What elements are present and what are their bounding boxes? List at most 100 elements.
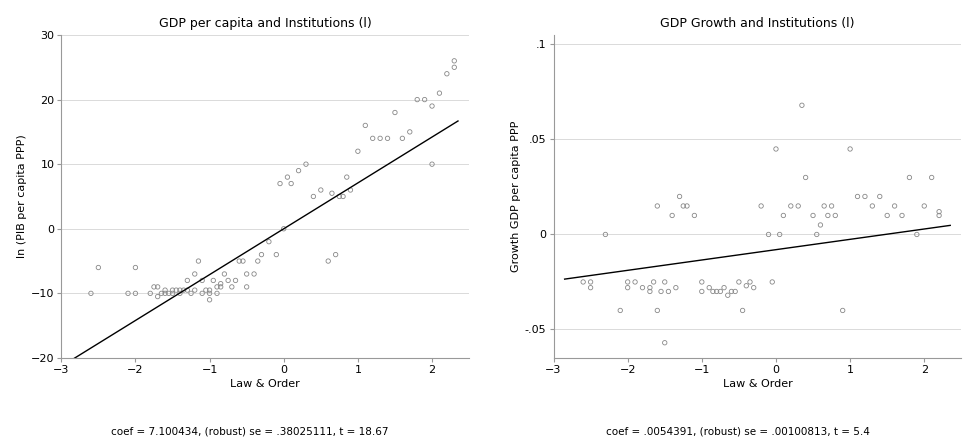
Point bbox=[209, 290, 225, 297]
Point bbox=[657, 278, 672, 285]
Point bbox=[812, 221, 828, 228]
Text: coef = 7.100434, (robust) se = .38025111, t = 18.67: coef = 7.100434, (robust) se = .38025111… bbox=[110, 426, 388, 437]
Point bbox=[320, 258, 336, 265]
Point bbox=[808, 231, 824, 238]
Point bbox=[667, 284, 683, 291]
Point bbox=[908, 231, 923, 238]
Point bbox=[878, 212, 894, 219]
Point bbox=[172, 287, 188, 294]
Point bbox=[708, 288, 724, 295]
Point bbox=[789, 202, 805, 209]
Point bbox=[143, 290, 158, 297]
Y-axis label: ln (PIB per capita PPP): ln (PIB per capita PPP) bbox=[17, 135, 26, 258]
Point bbox=[645, 278, 660, 285]
Point bbox=[269, 251, 284, 258]
Point bbox=[797, 174, 813, 181]
Y-axis label: Growth GDP per capita PPP: Growth GDP per capita PPP bbox=[510, 121, 520, 272]
Point bbox=[675, 202, 691, 209]
Point bbox=[409, 96, 425, 103]
Point bbox=[364, 135, 380, 142]
Point bbox=[657, 339, 672, 346]
Point bbox=[649, 202, 664, 209]
Point bbox=[216, 270, 232, 277]
Point bbox=[424, 102, 440, 109]
Point bbox=[172, 290, 188, 297]
Point bbox=[234, 258, 250, 265]
Point bbox=[153, 290, 169, 297]
Point bbox=[930, 208, 946, 215]
Point bbox=[298, 161, 314, 168]
X-axis label: Law & Order: Law & Order bbox=[722, 379, 791, 389]
Point bbox=[642, 288, 658, 295]
Point bbox=[209, 284, 225, 291]
Point bbox=[626, 278, 642, 285]
Point bbox=[161, 290, 177, 297]
Point bbox=[313, 187, 328, 194]
Point bbox=[446, 57, 461, 64]
Point bbox=[149, 284, 165, 291]
Point bbox=[738, 282, 753, 289]
Point bbox=[213, 284, 229, 291]
Point bbox=[246, 270, 262, 277]
Point bbox=[923, 174, 939, 181]
Point bbox=[83, 290, 99, 297]
Point bbox=[659, 288, 675, 295]
Point bbox=[335, 193, 351, 200]
Point bbox=[194, 277, 210, 284]
Point bbox=[201, 296, 217, 303]
Point bbox=[760, 231, 776, 238]
Point bbox=[775, 212, 790, 219]
Text: coef = .0054391, (robust) se = .00100813, t = 5.4: coef = .0054391, (robust) se = .00100813… bbox=[606, 426, 870, 437]
Point bbox=[446, 64, 461, 71]
Point bbox=[849, 193, 865, 200]
Point bbox=[424, 161, 440, 168]
Point bbox=[715, 284, 731, 291]
Point bbox=[704, 288, 720, 295]
Point bbox=[342, 187, 358, 194]
Point bbox=[742, 278, 757, 285]
Point bbox=[823, 202, 838, 209]
Point bbox=[201, 287, 217, 294]
Point bbox=[146, 284, 161, 291]
Point bbox=[727, 288, 743, 295]
Point bbox=[168, 287, 184, 294]
Point bbox=[686, 212, 701, 219]
Point bbox=[339, 174, 355, 181]
Point bbox=[574, 278, 590, 285]
Point bbox=[642, 284, 658, 291]
Point bbox=[856, 193, 871, 200]
Point bbox=[187, 270, 202, 277]
Point bbox=[394, 135, 409, 142]
Point bbox=[305, 193, 320, 200]
Point bbox=[276, 225, 291, 232]
Point bbox=[238, 284, 254, 291]
Point bbox=[250, 258, 266, 265]
Point bbox=[834, 307, 850, 314]
Point bbox=[819, 212, 834, 219]
Point bbox=[915, 202, 931, 209]
Point bbox=[764, 278, 780, 285]
Point bbox=[149, 293, 165, 300]
Point bbox=[416, 96, 432, 103]
Point bbox=[261, 238, 276, 245]
Point bbox=[653, 288, 668, 295]
Title: GDP per capita and Institutions (l): GDP per capita and Institutions (l) bbox=[158, 17, 371, 30]
Point bbox=[387, 109, 403, 116]
Point bbox=[228, 277, 243, 284]
Point bbox=[220, 277, 235, 284]
Point bbox=[893, 212, 909, 219]
Point bbox=[612, 307, 627, 314]
Point bbox=[841, 146, 857, 153]
Point bbox=[120, 290, 136, 297]
Point bbox=[827, 212, 842, 219]
Point bbox=[402, 128, 417, 135]
Point bbox=[694, 288, 709, 295]
Point bbox=[701, 284, 716, 291]
Point bbox=[804, 212, 820, 219]
Point bbox=[752, 202, 768, 209]
Point bbox=[157, 290, 173, 297]
Point bbox=[671, 193, 687, 200]
Point bbox=[597, 231, 613, 238]
Point bbox=[649, 307, 664, 314]
Point bbox=[323, 190, 339, 197]
